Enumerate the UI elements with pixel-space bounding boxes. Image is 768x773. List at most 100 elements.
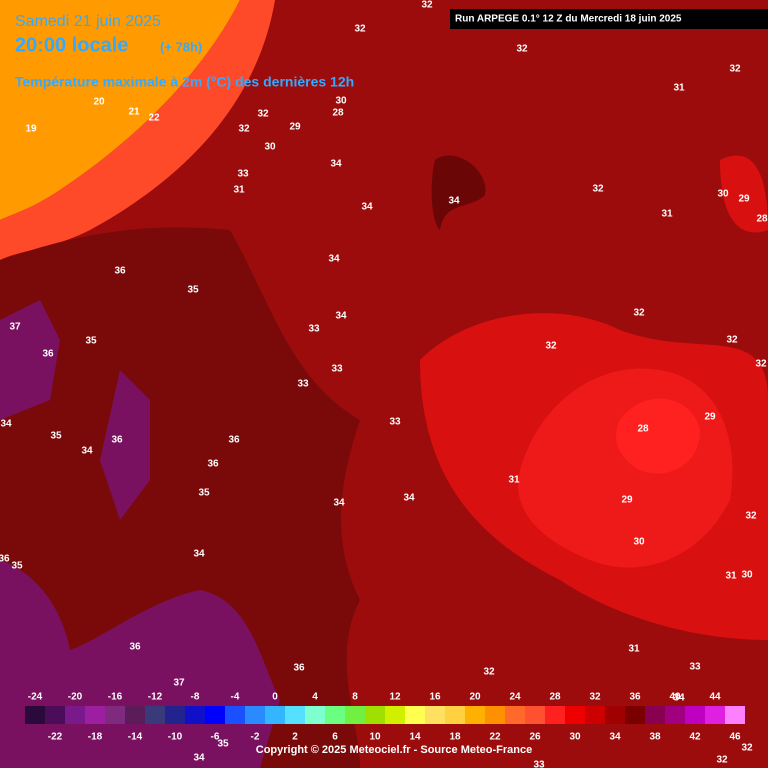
- colorbar-label: 42: [689, 732, 701, 743]
- colorbar-label: 32: [589, 692, 601, 703]
- color-swatch: [165, 706, 185, 724]
- contour-label: 33: [689, 662, 701, 673]
- color-swatch: [325, 706, 345, 724]
- colorbar-label: 14: [409, 732, 421, 743]
- parameter: Température maximale à 2m (°C) des derni…: [15, 74, 354, 90]
- contour-label: 36: [129, 642, 141, 653]
- colorbar-label: -8: [191, 692, 200, 703]
- contour-label: 35: [50, 431, 62, 442]
- color-swatch: [605, 706, 625, 724]
- color-swatch: [85, 706, 105, 724]
- color-swatch: [265, 706, 285, 724]
- contour-label: 34: [330, 159, 342, 170]
- color-swatch: [525, 706, 545, 724]
- color-swatch: [725, 706, 745, 724]
- colorbar-label: 36: [629, 692, 641, 703]
- color-swatch: [625, 706, 645, 724]
- color-swatch: [305, 706, 325, 724]
- color-swatch: [405, 706, 425, 724]
- colorbar-label: 30: [569, 732, 581, 743]
- colorbar-label: -20: [68, 692, 83, 703]
- colorbar-label: 28: [549, 692, 561, 703]
- contour-label: 34: [81, 446, 93, 457]
- colorbar-label: -12: [148, 692, 163, 703]
- color-swatch: [205, 706, 225, 724]
- copyright: Copyright © 2025 Meteociel.fr - Source M…: [256, 744, 532, 756]
- color-swatch: [545, 706, 565, 724]
- orange-zone: [0, 0, 240, 220]
- contour-label: 32: [633, 308, 645, 319]
- contour-label: 35: [11, 561, 23, 572]
- colorbar-label: 34: [609, 732, 621, 743]
- colorbar-label: 2: [292, 732, 298, 743]
- colorbar-label: 26: [529, 732, 541, 743]
- contour-label: 36: [207, 459, 219, 470]
- red-zone: [720, 155, 768, 233]
- color-swatch: [565, 706, 585, 724]
- contour-label: 32: [741, 743, 753, 754]
- contour-label: 21: [128, 107, 140, 118]
- colorbar: -24-22-20-18-16-14-12-10-8-6-4-202468101…: [25, 692, 745, 743]
- colorbar-label: -18: [88, 732, 103, 743]
- color-swatch: [185, 706, 205, 724]
- colorbar-label: -22: [48, 732, 63, 743]
- contour-label: 30: [741, 570, 753, 581]
- contour-label: 36: [0, 554, 10, 565]
- contour-label: 32: [238, 124, 250, 135]
- colorbar-label: 44: [709, 692, 721, 703]
- colorbar-label: 40: [669, 692, 681, 703]
- contour-label: 29: [704, 412, 716, 423]
- colorbar-label: 0: [272, 692, 278, 703]
- contour-label: 32: [354, 24, 366, 35]
- contour-label: 31: [673, 83, 685, 94]
- contour-label: 33: [308, 324, 320, 335]
- red-orange-zone: [0, 0, 275, 260]
- color-swatch: [125, 706, 145, 724]
- colorbar-label: 16: [429, 692, 441, 703]
- colorbar-label: -10: [168, 732, 183, 743]
- hot-core: [616, 398, 700, 474]
- contour-label: 19: [25, 124, 37, 135]
- colorbar-label: 38: [649, 732, 661, 743]
- color-swatch: [645, 706, 665, 724]
- contour-label: 33: [389, 417, 401, 428]
- contour-label: 34: [673, 693, 685, 704]
- contour-label: 28: [332, 108, 344, 119]
- contour-label: 20: [93, 97, 105, 108]
- contour-label: 32: [257, 109, 269, 120]
- purple-zone: [0, 300, 60, 420]
- color-swatch: [345, 706, 365, 724]
- contour-label: 30: [264, 142, 276, 153]
- color-swatch: [585, 706, 605, 724]
- colorbar-label: 8: [352, 692, 358, 703]
- contour-label: 30: [717, 189, 729, 200]
- contour-label: 37: [173, 678, 185, 689]
- contour-label: 29: [621, 495, 633, 506]
- run-info: Run ARPEGE 0.1° 12 Z du Mercredi 18 juin…: [455, 14, 682, 25]
- color-swatch: [245, 706, 265, 724]
- contour-label: 33: [331, 364, 343, 375]
- contour-label: 31: [233, 185, 245, 196]
- contour-label: 34: [403, 493, 415, 504]
- contour-label: 36: [111, 435, 123, 446]
- color-swatch: [65, 706, 85, 724]
- color-swatch: [425, 706, 445, 724]
- contour-label: 33: [533, 760, 545, 768]
- contour-label: 32: [483, 667, 495, 678]
- contour-label: 34: [361, 202, 373, 213]
- purple-zone: [100, 370, 150, 520]
- contour-label: 28: [756, 214, 768, 225]
- contour-label: 30: [335, 96, 347, 107]
- contour-label: 34: [0, 419, 12, 430]
- color-swatch: [685, 706, 705, 724]
- color-swatch: [145, 706, 165, 724]
- color-swatch: [705, 706, 725, 724]
- colorbar-label: -14: [128, 732, 143, 743]
- contour-label: 32: [545, 341, 557, 352]
- color-swatch: [285, 706, 305, 724]
- colorbar-label: 6: [332, 732, 338, 743]
- colorbar-label: 46: [729, 732, 741, 743]
- contour-label: 32: [421, 0, 433, 11]
- contour-label: 32: [726, 335, 738, 346]
